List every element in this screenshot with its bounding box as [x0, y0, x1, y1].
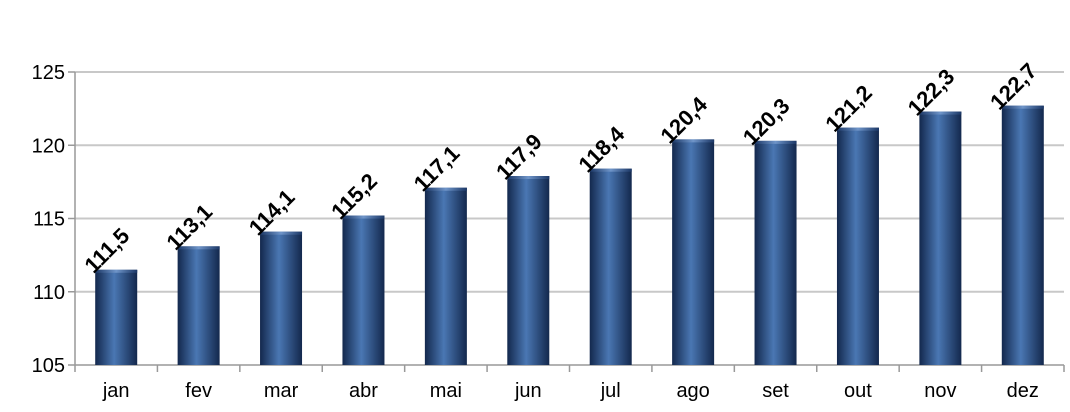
bar-top	[424, 187, 467, 191]
bar-top	[1001, 105, 1044, 109]
bar	[342, 215, 385, 365]
data-labels: 111,5 113,1 114,1 115,2 117,1 117,9 118,4120,4…	[79, 58, 1041, 278]
bar-top	[754, 140, 797, 144]
bar-top	[589, 168, 632, 172]
x-tick-label: jan	[102, 380, 130, 402]
x-tick-label: fev	[185, 380, 212, 402]
y-tick-label: 120	[32, 135, 65, 157]
y-tick-label: 105	[32, 355, 65, 377]
bars	[95, 105, 1044, 366]
x-tick-labels: jan fev mar abr mai jun jul ago set out nov dez	[102, 380, 1039, 402]
bar	[1001, 105, 1044, 365]
bar-top	[260, 231, 303, 235]
x-tick-label: nov	[924, 380, 956, 402]
bar-top	[507, 176, 550, 180]
bar	[177, 246, 220, 365]
bar-top	[95, 269, 138, 273]
x-tick-label: mar	[264, 380, 299, 402]
axes	[68, 71, 1065, 372]
x-tick-label: mai	[430, 380, 462, 402]
bar	[672, 139, 715, 365]
bar-top	[177, 246, 220, 250]
bar-top	[672, 139, 715, 143]
bar	[424, 187, 467, 365]
bar	[836, 127, 879, 365]
data-label: 111,5	[79, 223, 134, 278]
y-tick-label: 125	[32, 62, 65, 84]
bar	[589, 168, 632, 365]
bar	[95, 269, 138, 365]
x-tick-label: abr	[349, 380, 378, 402]
bar	[919, 111, 962, 366]
x-tick-label: set	[762, 380, 789, 402]
gridlines	[75, 71, 1064, 293]
x-tick-label: dez	[1007, 380, 1039, 402]
x-tick-label: jul	[600, 380, 621, 402]
bar-top	[342, 215, 385, 219]
bar-top	[836, 127, 879, 131]
bar	[507, 176, 550, 365]
x-tick-label: jun	[514, 380, 542, 402]
bar	[260, 231, 303, 365]
x-tick-label: ago	[676, 380, 709, 402]
bar-top	[919, 111, 962, 115]
y-tick-labels: 105 110 115 120 125	[32, 62, 65, 377]
y-tick-label: 115	[33, 209, 65, 231]
y-tick-label: 110	[33, 282, 65, 304]
x-tick-label: out	[844, 380, 872, 402]
bar	[754, 140, 797, 365]
